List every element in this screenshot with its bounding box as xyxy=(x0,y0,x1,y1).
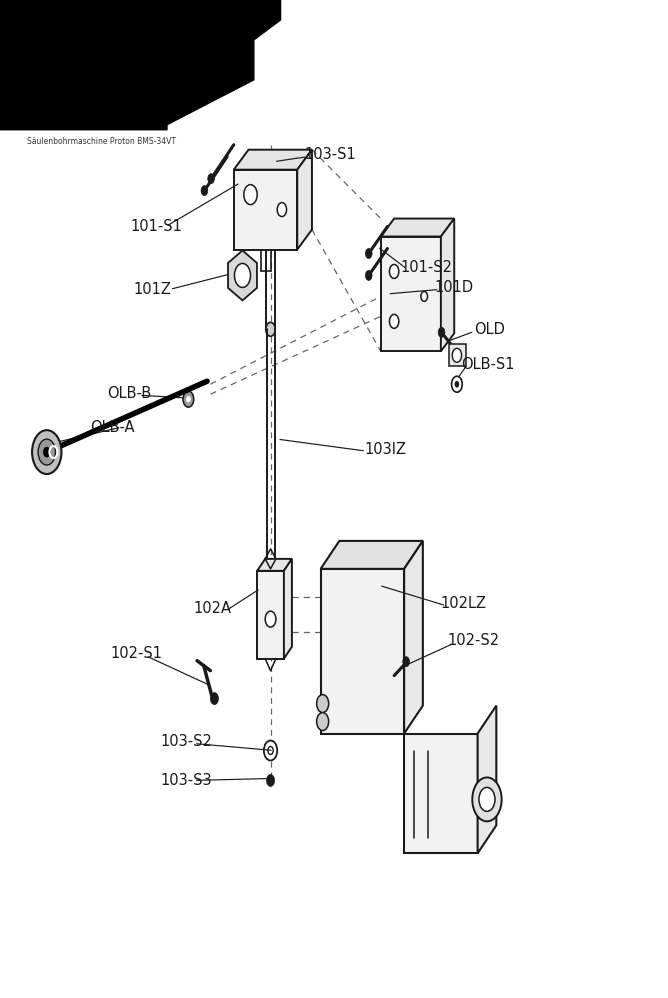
Text: 101-S2: 101-S2 xyxy=(401,259,453,275)
Text: OLB-B: OLB-B xyxy=(107,385,151,401)
Circle shape xyxy=(268,158,273,166)
Text: 101Z: 101Z xyxy=(134,281,172,297)
Circle shape xyxy=(186,396,190,402)
Circle shape xyxy=(201,186,208,196)
Polygon shape xyxy=(478,706,496,853)
Circle shape xyxy=(479,787,495,811)
Circle shape xyxy=(277,203,287,217)
Circle shape xyxy=(452,348,462,362)
Bar xyxy=(257,571,284,659)
Bar xyxy=(234,170,297,250)
Text: Säulenbohrmaschine Proton BMS-34VT: Säulenbohrmaschine Proton BMS-34VT xyxy=(27,137,176,146)
Circle shape xyxy=(455,381,459,387)
Circle shape xyxy=(210,693,218,705)
Polygon shape xyxy=(0,0,281,130)
Circle shape xyxy=(234,263,250,287)
Polygon shape xyxy=(441,219,454,351)
Text: 102LZ: 102LZ xyxy=(441,596,487,612)
Circle shape xyxy=(438,327,445,337)
Circle shape xyxy=(317,713,329,731)
Polygon shape xyxy=(321,541,423,569)
Bar xyxy=(404,734,478,853)
Bar xyxy=(449,344,466,366)
Polygon shape xyxy=(297,150,312,250)
Text: 101D: 101D xyxy=(434,279,474,295)
Polygon shape xyxy=(257,559,292,571)
Polygon shape xyxy=(234,150,312,170)
Circle shape xyxy=(452,376,462,392)
Circle shape xyxy=(264,741,277,760)
Text: OLB-A: OLB-A xyxy=(90,419,135,435)
Circle shape xyxy=(268,747,273,754)
Circle shape xyxy=(389,314,399,328)
Circle shape xyxy=(244,185,257,205)
Circle shape xyxy=(38,439,55,465)
Text: OLD: OLD xyxy=(474,321,505,337)
Text: 101-S1: 101-S1 xyxy=(130,219,182,235)
Text: 102-S2: 102-S2 xyxy=(448,633,500,649)
Circle shape xyxy=(43,447,50,457)
Text: 103-S1: 103-S1 xyxy=(304,147,355,163)
Circle shape xyxy=(365,270,372,280)
Text: 102-S1: 102-S1 xyxy=(110,646,162,662)
Circle shape xyxy=(267,774,275,786)
Circle shape xyxy=(265,611,276,627)
Polygon shape xyxy=(404,541,423,734)
Circle shape xyxy=(472,777,502,821)
Polygon shape xyxy=(228,250,257,300)
Circle shape xyxy=(365,249,372,258)
Circle shape xyxy=(208,174,214,184)
Circle shape xyxy=(266,173,275,187)
Circle shape xyxy=(264,152,277,172)
Bar xyxy=(381,237,441,351)
Bar xyxy=(321,569,404,734)
Circle shape xyxy=(421,291,428,301)
Circle shape xyxy=(32,430,61,474)
Circle shape xyxy=(317,695,329,713)
Circle shape xyxy=(183,391,194,407)
Circle shape xyxy=(266,322,275,336)
Text: 103-S2: 103-S2 xyxy=(160,734,212,749)
Circle shape xyxy=(403,657,409,667)
Polygon shape xyxy=(284,559,292,659)
Circle shape xyxy=(389,264,399,278)
Text: 103-S3: 103-S3 xyxy=(160,772,212,788)
Text: 103IZ: 103IZ xyxy=(364,441,406,457)
Text: OLB-S1: OLB-S1 xyxy=(461,356,514,372)
Polygon shape xyxy=(381,219,454,237)
Text: 102A: 102A xyxy=(194,601,232,617)
